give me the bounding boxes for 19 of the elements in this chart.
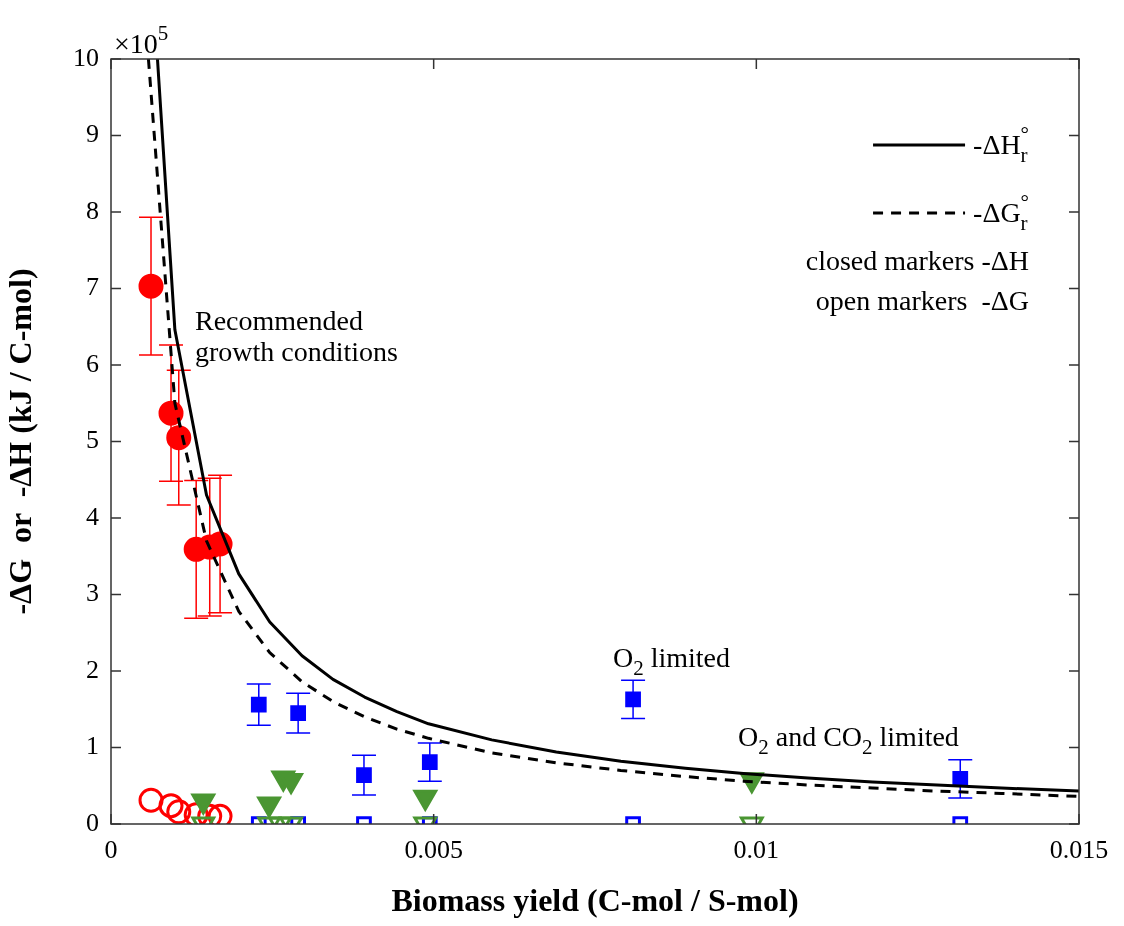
- annotation: Recommended growth conditions: [195, 305, 398, 367]
- annotation: closed markers -ΔH: [805, 245, 1029, 276]
- y-tick-label: 3: [86, 578, 99, 608]
- y-tick-label: 7: [86, 272, 99, 302]
- y-tick-label: 10: [73, 42, 99, 72]
- y-tick-label: 4: [86, 501, 99, 531]
- x-tick-label: 0.015: [1049, 835, 1109, 865]
- y-tick-label: 5: [86, 425, 99, 455]
- y-tick-label: 6: [86, 348, 99, 378]
- y-tick-label: 1: [86, 731, 99, 761]
- y-tick-label: 8: [86, 195, 99, 225]
- y-axis-title: -ΔG or -ΔH (kJ / C-mol): [2, 268, 39, 615]
- y-tick-label: 0: [86, 807, 99, 837]
- y-tick-label: 9: [86, 119, 99, 149]
- x-tick-label: 0.005: [404, 835, 463, 865]
- y-tick-label: 2: [86, 654, 99, 684]
- annotation: open markers -ΔG: [815, 285, 1030, 316]
- x-tick-label: 0.01: [733, 835, 780, 865]
- x-axis-title: Biomass yield (C-mol / S-mol): [391, 882, 799, 919]
